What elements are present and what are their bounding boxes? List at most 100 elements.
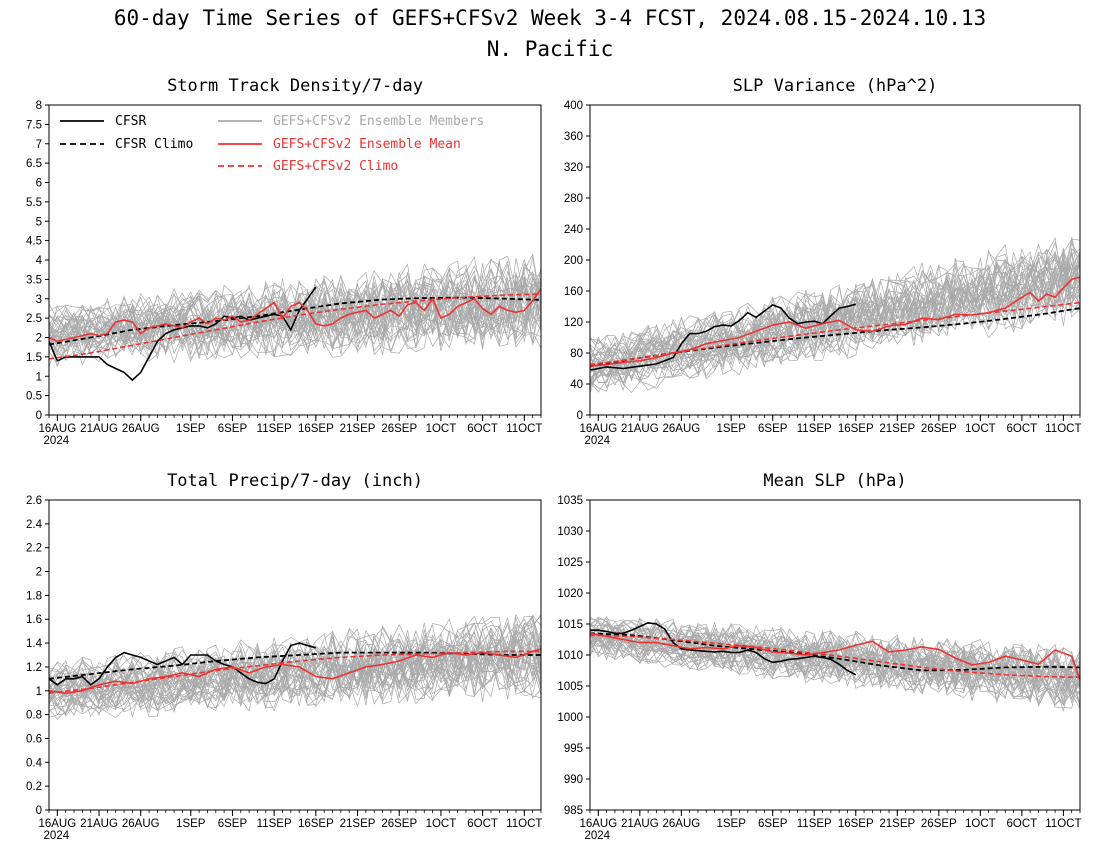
legend-label: CFSR xyxy=(115,114,146,129)
member-line xyxy=(48,279,542,349)
x-tick-label: 11OCT xyxy=(1045,818,1081,830)
x-tick-year-label: 2024 xyxy=(585,435,611,447)
panel-title: SLP Variance (hPa^2) xyxy=(733,76,938,96)
member-line xyxy=(48,618,542,692)
member-line xyxy=(48,263,542,338)
member-line xyxy=(48,253,542,336)
series-ens-mean xyxy=(589,632,1081,681)
x-tick-label: 1SEP xyxy=(176,423,206,435)
y-tick-label: 240 xyxy=(564,224,583,236)
member-line xyxy=(48,287,542,366)
panels: Storm Track Density/7-day 0 0.5 1 1.5 2 2.5 3 3.… xyxy=(26,76,1081,842)
x-tick-label: 16AUG xyxy=(579,423,617,435)
x-tick-label: 6SEP xyxy=(758,818,788,830)
x-tick-label: 11OCT xyxy=(506,818,542,830)
y-tick-label: 4 xyxy=(36,255,43,267)
plot-frame xyxy=(48,499,542,811)
y-tick-label: 6 xyxy=(36,178,42,190)
x-tick-label: 26SEP xyxy=(921,818,957,830)
member-line xyxy=(48,615,542,690)
y-tick-label: 1 xyxy=(36,686,42,698)
y-tick-label: 0.4 xyxy=(26,757,43,769)
member-line xyxy=(589,261,1081,365)
series-cfsr xyxy=(48,642,317,686)
series-cfsr-climo xyxy=(48,651,541,680)
y-tick-label: 5 xyxy=(36,216,42,228)
x-tick-label: 21AUG xyxy=(621,423,659,435)
member-line xyxy=(48,615,542,694)
y-tick-label: 4.5 xyxy=(26,236,42,248)
y-tick-label: 985 xyxy=(564,805,583,817)
x-tick-label: 21AUG xyxy=(621,818,659,830)
panel-title: Storm Track Density/7-day xyxy=(167,76,423,96)
y-tick-label: 995 xyxy=(564,743,583,755)
x-tick-year-label: 2024 xyxy=(585,830,611,842)
y-tick-label: 1020 xyxy=(557,588,583,600)
legend-label: GEFS+CFSv2 Ensemble Mean xyxy=(273,137,461,152)
y-tick-label: 2.6 xyxy=(26,495,42,507)
x-tick-label: 6OCT xyxy=(1007,423,1038,435)
series-ens-mean xyxy=(48,648,542,695)
y-tick-label: 1030 xyxy=(557,526,583,538)
y-tick-label: 1 xyxy=(36,371,42,383)
y-tick-label: 1.6 xyxy=(26,614,42,626)
x-tick-label: 16AUG xyxy=(579,818,617,830)
x-tick-label: 6OCT xyxy=(1007,818,1038,830)
y-tick-label: 400 xyxy=(564,100,583,112)
x-tick-label: 11SEP xyxy=(257,818,292,830)
x-tick-label: 26AUG xyxy=(122,818,160,830)
y-tick-label: 3.5 xyxy=(26,274,42,286)
y-tick-label: 7 xyxy=(36,139,42,151)
panel-title: Mean SLP (hPa) xyxy=(763,471,906,491)
x-tick-label: 26SEP xyxy=(381,818,417,830)
x-tick-label: 11OCT xyxy=(1045,423,1081,435)
y-tick-label: 2 xyxy=(36,567,42,579)
member-line xyxy=(589,250,1081,379)
panel-1: Storm Track Density/7-day 0 0.5 1 1.5 2 2.5 3 3.… xyxy=(26,76,542,447)
y-tick-label: 0 xyxy=(577,410,583,422)
x-tick-label: 21SEP xyxy=(340,423,376,435)
member-line xyxy=(589,248,1081,375)
y-tick-label: 2.5 xyxy=(26,313,42,325)
member-line xyxy=(48,630,542,705)
x-tick-label: 26AUG xyxy=(122,423,160,435)
member-line xyxy=(48,615,542,698)
member-line xyxy=(48,632,542,707)
x-tick-label: 11SEP xyxy=(257,423,292,435)
member-line xyxy=(589,616,1081,688)
y-tick-label: 8 xyxy=(36,100,42,112)
y-tick-label: 5.5 xyxy=(26,197,42,209)
x-tick-label: 16SEP xyxy=(298,423,334,435)
x-tick-label: 21SEP xyxy=(340,818,376,830)
x-tick-label: 26SEP xyxy=(381,423,417,435)
x-tick-label: 1OCT xyxy=(965,423,996,435)
x-tick-year-label: 2024 xyxy=(44,830,70,842)
x-tick-label: 21AUG xyxy=(80,818,118,830)
ensemble-members xyxy=(589,236,1081,394)
main-title: 60-day Time Series of GEFS+CFSv2 Week 3-… xyxy=(114,6,986,30)
member-line xyxy=(48,639,542,710)
legend-label: GEFS+CFSv2 Ensemble Members xyxy=(273,114,484,129)
legend-label: CFSR Climo xyxy=(115,137,193,152)
series-ens-climo xyxy=(48,293,542,360)
plot-frame xyxy=(589,104,1081,416)
member-line xyxy=(48,621,542,696)
member-line xyxy=(48,641,542,718)
x-tick-label: 16AUG xyxy=(38,423,76,435)
member-line xyxy=(48,283,542,353)
member-line xyxy=(589,278,1081,387)
member-line xyxy=(589,624,1081,695)
y-tick-label: 0 xyxy=(36,805,42,817)
member-line xyxy=(589,635,1081,705)
panel-title: Total Precip/7-day (inch) xyxy=(167,471,423,491)
ensemble-members xyxy=(589,615,1081,712)
y-tick-label: 0.6 xyxy=(26,733,42,745)
x-tick-label: 1SEP xyxy=(716,818,746,830)
y-tick-label: 2.2 xyxy=(26,543,42,555)
y-tick-label: 0 xyxy=(36,410,42,422)
member-line xyxy=(48,260,542,337)
member-line xyxy=(48,272,542,346)
series-cfsr-climo xyxy=(48,296,542,346)
x-tick-label: 6SEP xyxy=(218,818,248,830)
